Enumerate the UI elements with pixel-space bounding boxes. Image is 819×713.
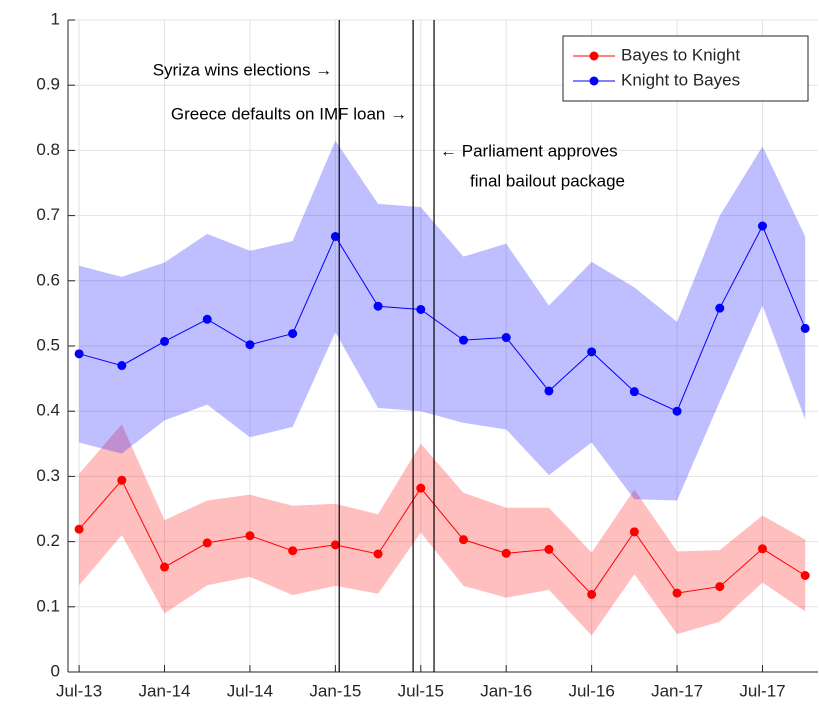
y-tick-label: 0: [51, 661, 60, 680]
data-point: [629, 387, 639, 397]
data-point: [416, 483, 426, 493]
data-point: [501, 333, 511, 343]
data-point: [459, 335, 469, 345]
data-point: [715, 303, 725, 313]
data-point: [202, 538, 212, 548]
data-point: [245, 340, 255, 350]
legend-label: Bayes to Knight: [621, 45, 740, 64]
annotation: final bailout package: [470, 171, 625, 190]
data-point: [544, 544, 554, 554]
data-point: [373, 549, 383, 559]
legend-marker: [589, 51, 599, 61]
data-point: [416, 304, 426, 314]
x-tick-label: Jan-16: [480, 681, 532, 700]
y-tick-label: 0.2: [36, 531, 60, 550]
x-tick-label: Jan-14: [139, 681, 191, 700]
y-tick-label: 0.5: [36, 335, 60, 354]
data-point: [245, 531, 255, 541]
data-point: [501, 548, 511, 558]
series-line: [78, 479, 806, 596]
y-tick-label: 0.1: [36, 596, 60, 615]
data-point: [330, 231, 340, 241]
y-tick-label: 0.3: [36, 466, 60, 485]
data-point: [587, 589, 597, 599]
data-point: [288, 329, 298, 339]
data-point: [715, 582, 725, 592]
y-tick-label: 0.6: [36, 270, 60, 289]
legend-box: [562, 35, 809, 102]
annotation: ← Parliament approves: [440, 141, 618, 160]
y-tick-label: 0.9: [36, 75, 60, 94]
x-tick-label: Jul-15: [398, 681, 444, 700]
series-line: [78, 224, 806, 412]
confidence-band: [79, 140, 806, 501]
x-tick-label: Jul-14: [227, 681, 273, 700]
data-point: [544, 386, 554, 396]
data-point: [373, 301, 383, 311]
data-point: [629, 527, 639, 537]
data-point: [459, 535, 469, 545]
data-point: [800, 571, 810, 581]
data-point: [757, 221, 767, 231]
data-point: [672, 588, 682, 598]
data-point: [757, 544, 767, 554]
data-point: [117, 475, 127, 485]
data-point: [202, 314, 212, 324]
y-tick-label: 0.7: [36, 205, 60, 224]
y-tick-label: 0.8: [36, 140, 60, 159]
confidence-band: [79, 424, 806, 636]
y-tick-label: 0.4: [36, 401, 60, 420]
x-tick-label: Jan-17: [651, 681, 703, 700]
x-tick-label: Jan-15: [309, 681, 361, 700]
data-point: [160, 336, 170, 346]
data-point: [672, 406, 682, 416]
data-point: [74, 349, 84, 359]
x-tick-label: Jul-17: [739, 681, 785, 700]
data-point: [587, 347, 597, 357]
x-tick-label: Jul-16: [568, 681, 614, 700]
data-point: [330, 540, 340, 550]
annotation: Greece defaults on IMF loan →: [171, 104, 407, 123]
annotation: Syriza wins elections →: [153, 60, 333, 79]
data-point: [288, 546, 298, 556]
data-point: [117, 361, 127, 371]
y-tick-label: 1: [51, 9, 60, 28]
legend-label: Knight to Bayes: [621, 70, 740, 89]
legend-marker: [589, 76, 599, 86]
data-point: [160, 562, 170, 572]
data-point: [800, 323, 810, 333]
x-tick-label: Jul-13: [56, 681, 102, 700]
data-point: [74, 524, 84, 534]
